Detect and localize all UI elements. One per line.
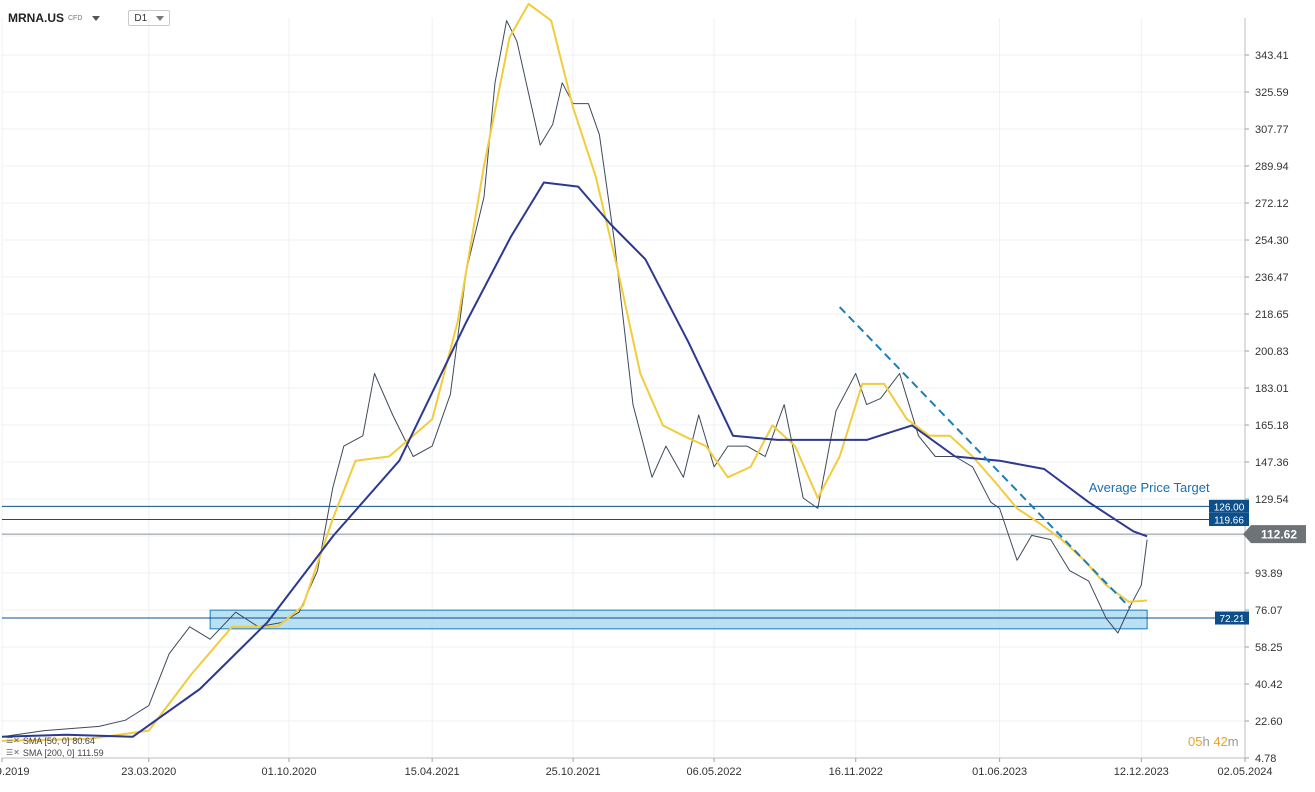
price-level-tag bbox=[1215, 611, 1249, 625]
x-tick-label: 04.09.2019 bbox=[0, 766, 30, 778]
legend-sma200-label: SMA [200, 0] bbox=[22, 748, 75, 758]
y-tick-label: 93.89 bbox=[1255, 568, 1283, 580]
y-tick-label: 325.59 bbox=[1255, 87, 1289, 99]
sma50-series-line[interactable] bbox=[1, 2, 1148, 742]
sma200-series-line[interactable] bbox=[1, 181, 1148, 738]
y-tick-label: 4.78 bbox=[1255, 753, 1276, 765]
timer-hours: 05 bbox=[1188, 734, 1203, 749]
support-zone[interactable] bbox=[209, 609, 1148, 630]
instrument-header: MRNA.US CFD D1 bbox=[8, 9, 171, 27]
price-level-tag bbox=[1209, 499, 1249, 513]
symbol-label[interactable]: MRNA.US bbox=[8, 11, 64, 25]
price-series-line[interactable] bbox=[1, 20, 1148, 738]
y-tick-label: 307.77 bbox=[1255, 124, 1289, 136]
y-tick-label: 129.54 bbox=[1255, 494, 1289, 506]
timer-hours-unit: h bbox=[1202, 734, 1210, 749]
x-tick-label: 15.04.2021 bbox=[405, 766, 460, 778]
y-tick-label: 40.42 bbox=[1255, 679, 1283, 691]
legend-sma50-label: SMA [50, 0] bbox=[22, 736, 70, 746]
x-tick-label: 01.10.2020 bbox=[261, 766, 316, 778]
x-tick-label: 25.10.2021 bbox=[546, 766, 601, 778]
current-price-tag bbox=[1243, 525, 1306, 544]
candle-countdown-timer: 05h 42m bbox=[1188, 734, 1239, 749]
legend-sma200[interactable]: ☰✕ SMA [200, 0] 111.59 bbox=[6, 747, 104, 759]
current-price-tag-label: 112.62 bbox=[1261, 528, 1297, 542]
instrument-type-label: CFD bbox=[68, 14, 83, 22]
y-tick-label: 165.18 bbox=[1255, 420, 1289, 432]
price-level-tag bbox=[1209, 513, 1249, 527]
y-tick-label: 58.25 bbox=[1255, 642, 1283, 654]
price-level-tag-label: 119.66 bbox=[1214, 516, 1244, 527]
y-tick-label: 200.83 bbox=[1255, 346, 1289, 358]
timer-minutes-unit: m bbox=[1227, 734, 1239, 749]
y-tick-label: 254.30 bbox=[1255, 235, 1289, 247]
y-tick-label: 183.01 bbox=[1255, 383, 1289, 395]
x-tick-label: 12.12.2023 bbox=[1114, 766, 1169, 778]
x-tick-label: 23.03.2020 bbox=[121, 766, 176, 778]
y-tick-label: 272.12 bbox=[1255, 198, 1289, 210]
y-tick-label: 22.60 bbox=[1255, 716, 1283, 728]
x-tick-label: 01.06.2023 bbox=[972, 766, 1027, 778]
average-price-target-annotation: Average Price Target bbox=[1089, 480, 1210, 495]
legend-sma200-value: 111.59 bbox=[77, 748, 104, 758]
y-tick-label: 218.65 bbox=[1255, 309, 1289, 321]
y-tick-label: 236.47 bbox=[1255, 272, 1289, 284]
y-tick-label: 289.94 bbox=[1255, 161, 1289, 173]
timeframe-value: D1 bbox=[134, 12, 148, 24]
x-tick-label: 16.11.2022 bbox=[829, 766, 883, 778]
legend-sma50-settings-icon[interactable]: ☰✕ bbox=[6, 736, 20, 745]
y-tick-label: 147.36 bbox=[1255, 457, 1289, 469]
timer-minutes: 42 bbox=[1213, 734, 1228, 749]
legend-sma50-value: 80.64 bbox=[72, 736, 95, 746]
price-level-tag-label: 126.00 bbox=[1214, 502, 1245, 513]
indicator-legend: ☰✕ SMA [50, 0] 80.64 ☰✕ SMA [200, 0] 111… bbox=[6, 735, 104, 759]
timeframe-chevron-down-icon bbox=[156, 15, 165, 21]
legend-sma50[interactable]: ☰✕ SMA [50, 0] 80.64 bbox=[6, 735, 104, 747]
price-level-tag-label: 72.21 bbox=[1219, 614, 1244, 625]
y-tick-label: 343.41 bbox=[1255, 50, 1289, 62]
y-tick-label: 76.07 bbox=[1255, 605, 1283, 617]
legend-sma200-settings-icon[interactable]: ☰✕ bbox=[6, 748, 20, 757]
symbol-dropdown-chevron-icon[interactable] bbox=[92, 15, 101, 21]
downtrend-line[interactable] bbox=[838, 306, 1132, 609]
timeframe-select[interactable]: D1 bbox=[128, 10, 171, 26]
x-tick-label: 06.05.2022 bbox=[687, 766, 742, 778]
x-tick-label: 02.05.2024 bbox=[1217, 766, 1272, 778]
